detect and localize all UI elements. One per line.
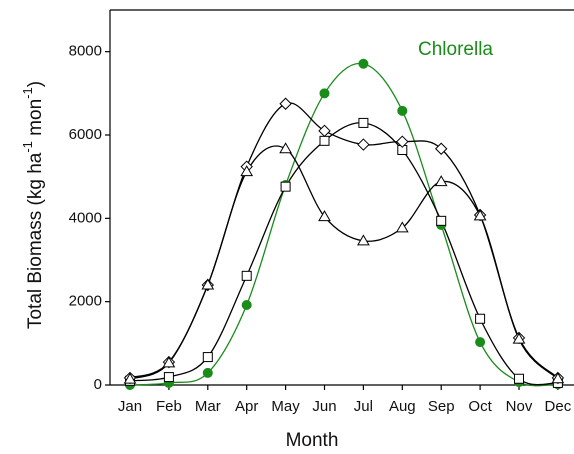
point [241,300,252,310]
y-tick-label: 0 [94,376,102,393]
point [514,373,524,384]
x-tick-label: May [271,398,300,415]
point [318,124,331,138]
x-tick-label: Feb [156,398,182,415]
point [280,181,291,192]
point [279,97,292,110]
point [202,367,213,378]
point [358,58,369,69]
y-label-part: Total Biomass (kg ha [25,152,46,329]
point [434,142,448,155]
series-line [129,145,559,380]
y-tick-label: 2000 [69,293,102,310]
point [318,210,331,222]
x-tick-label: Mar [195,398,221,415]
y-label-part: ) [25,81,46,87]
x-axis-label: Month [286,430,339,451]
y-label-sup: -1 [20,141,35,153]
point [241,270,252,281]
point [395,221,409,233]
x-tick-label: Dec [545,398,572,415]
y-tick-label: 4000 [69,209,102,226]
point [357,234,370,246]
y-label-part: mon [25,99,46,141]
point [279,142,292,154]
series-line [129,62,558,387]
point [240,165,254,177]
point [358,117,369,128]
x-tick-label: Sep [428,398,455,415]
y-label-sup: -1 [20,87,35,99]
point [319,135,330,146]
point [473,209,487,221]
y-tick-label: 6000 [69,126,102,143]
point [475,337,486,348]
point [123,372,137,384]
point [434,175,448,187]
point [436,215,447,226]
x-tick-label: Jul [354,398,373,415]
y-axis-label: Total Biomass (kg ha-1 mon-1) [20,81,46,329]
series-label: Chlorella [418,39,493,60]
x-tick-label: Jun [312,398,336,415]
series-line [129,122,558,386]
x-tick-label: Oct [468,398,492,415]
point [551,372,565,384]
point [162,356,176,368]
series-line [129,102,559,379]
x-tick-label: Apr [235,398,258,415]
x-tick-label: Nov [506,398,533,415]
point [163,372,174,383]
point [357,138,370,151]
y-tick-label: 8000 [69,43,102,60]
point [319,88,330,99]
point [201,278,215,290]
x-tick-label: Aug [389,398,416,415]
point [512,332,526,344]
point [475,313,486,324]
x-tick-label: Jan [118,398,142,415]
point [202,352,213,363]
point [397,105,408,116]
point [396,135,409,148]
